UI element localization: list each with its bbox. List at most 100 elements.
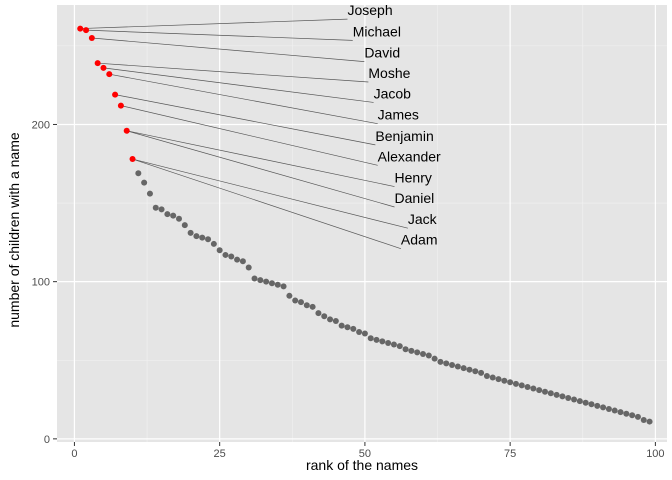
data-point	[414, 349, 421, 356]
label-connector	[120, 105, 378, 166]
data-point	[350, 325, 357, 332]
data-point	[385, 339, 392, 346]
data-point	[205, 236, 212, 243]
data-point	[588, 401, 595, 408]
y-axis-title: number of children with a name	[6, 132, 22, 328]
data-point	[594, 402, 601, 409]
data-point	[443, 360, 450, 367]
data-point	[623, 410, 630, 417]
data-point	[327, 316, 334, 323]
data-point	[356, 328, 363, 335]
data-point	[379, 338, 386, 345]
data-point	[373, 336, 380, 343]
data-point	[646, 418, 653, 425]
data-point	[530, 385, 537, 392]
data-point	[472, 368, 479, 375]
data-point	[298, 299, 304, 306]
data-point	[495, 376, 502, 383]
data-point	[559, 393, 566, 400]
highlighted-point	[77, 25, 84, 32]
data-point	[332, 317, 339, 324]
data-point	[542, 388, 548, 395]
data-point	[292, 297, 299, 304]
name-label: Benjamin	[375, 128, 433, 144]
data-point	[437, 358, 444, 365]
data-point	[199, 234, 206, 241]
data-point	[158, 206, 165, 213]
data-point	[164, 211, 171, 218]
data-point	[553, 391, 560, 398]
data-point	[239, 258, 246, 265]
name-label: Daniel	[395, 190, 435, 206]
data-point	[449, 361, 456, 368]
data-point	[309, 303, 316, 310]
highlighted-point	[129, 156, 136, 163]
name-label: David	[364, 45, 400, 61]
y-tick-label: 0	[44, 434, 50, 446]
label-connector	[91, 37, 365, 62]
data-point	[338, 322, 345, 329]
data-point	[210, 240, 217, 247]
data-point	[280, 283, 287, 290]
highlighted-point	[112, 91, 119, 98]
data-point	[286, 292, 293, 299]
data-point	[454, 363, 461, 370]
data-point	[268, 280, 275, 287]
data-point	[274, 281, 281, 288]
data-point	[257, 277, 264, 284]
data-point	[576, 398, 583, 405]
x-tick-label: 0	[71, 448, 77, 460]
data-point	[565, 394, 572, 401]
data-point	[617, 409, 624, 416]
x-axis-title: rank of the names	[306, 457, 418, 473]
data-point	[303, 302, 310, 309]
label-connector	[132, 158, 402, 249]
data-point	[181, 222, 188, 229]
data-point	[146, 190, 153, 197]
data-point	[263, 278, 270, 285]
data-point	[408, 347, 415, 354]
data-point	[390, 341, 397, 348]
name-label: Jack	[408, 211, 438, 227]
label-connector	[126, 130, 395, 187]
data-point	[501, 377, 508, 384]
data-point	[228, 253, 235, 260]
name-label: James	[378, 107, 419, 123]
data-point	[466, 366, 473, 373]
name-label: Adam	[401, 232, 438, 248]
name-label: Joseph	[347, 2, 392, 18]
label-connector	[97, 62, 369, 83]
name-label: Jacob	[374, 85, 412, 101]
label-connector	[109, 73, 378, 125]
name-label: Michael	[353, 23, 401, 39]
name-label: Henry	[395, 170, 432, 186]
data-point	[367, 335, 374, 342]
data-point	[135, 170, 142, 177]
data-point	[478, 369, 485, 376]
highlighted-point	[88, 35, 95, 42]
data-point	[425, 352, 432, 359]
data-point	[344, 324, 351, 331]
label-connectors	[80, 18, 408, 249]
data-point	[611, 407, 618, 414]
data-point	[187, 229, 194, 236]
data-point	[234, 256, 241, 263]
data-point	[600, 404, 607, 411]
highlighted-point	[94, 60, 101, 67]
highlighted-point	[123, 127, 130, 134]
y-tick-label: 100	[32, 277, 50, 289]
label-connector	[103, 67, 374, 103]
highlighted-point	[83, 27, 90, 34]
label-connector	[86, 29, 353, 41]
x-tick-label: 100	[646, 448, 664, 460]
label-connector	[80, 18, 348, 29]
label-connector	[115, 94, 376, 146]
data-point	[640, 416, 647, 423]
data-point	[512, 380, 519, 387]
data-point	[396, 343, 403, 350]
data-point	[536, 387, 543, 394]
name-label: Moshe	[368, 65, 410, 81]
data-point	[222, 251, 229, 258]
data-point	[634, 413, 641, 420]
